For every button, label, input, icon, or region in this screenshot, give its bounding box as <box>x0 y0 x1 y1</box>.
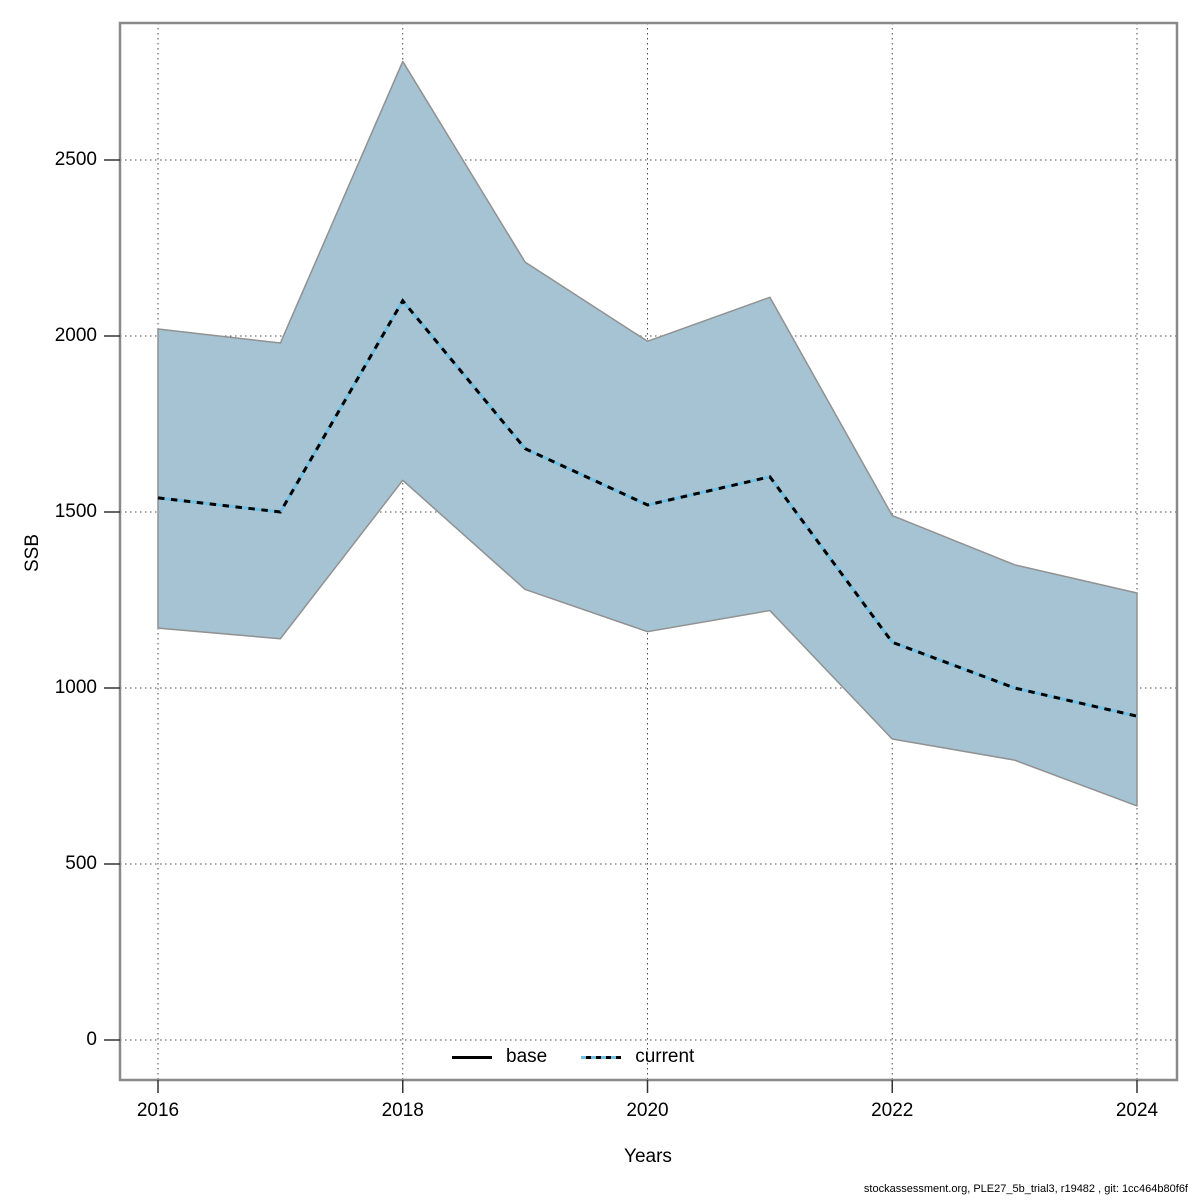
x-tick-label: 2018 <box>381 1100 424 1121</box>
x-tick-label: 2024 <box>1115 1100 1159 1121</box>
x-axis-title: Years <box>624 1146 672 1167</box>
legend-base-label: base <box>506 1046 548 1067</box>
x-tick-label: 2016 <box>136 1100 180 1121</box>
x-tick-label: 2022 <box>871 1100 914 1121</box>
legend-current-label: current <box>635 1046 695 1067</box>
y-tick-label: 0 <box>86 1029 97 1050</box>
legend: base current <box>452 1044 694 1070</box>
watermark-text: stockassessment.org, PLE27_5b_trial3, r1… <box>863 1183 1188 1195</box>
y-tick-label: 1500 <box>54 501 97 522</box>
y-axis-title: SSB <box>22 533 43 573</box>
legend-base-line-sample <box>452 1055 492 1059</box>
y-tick-label: 2000 <box>54 325 97 346</box>
y-tick-label: 1000 <box>54 677 97 698</box>
x-tick-label: 2020 <box>626 1100 669 1121</box>
y-tick-label: 500 <box>65 853 97 874</box>
y-tick-label: 2500 <box>54 149 97 170</box>
legend-current-line-sample <box>581 1055 622 1059</box>
